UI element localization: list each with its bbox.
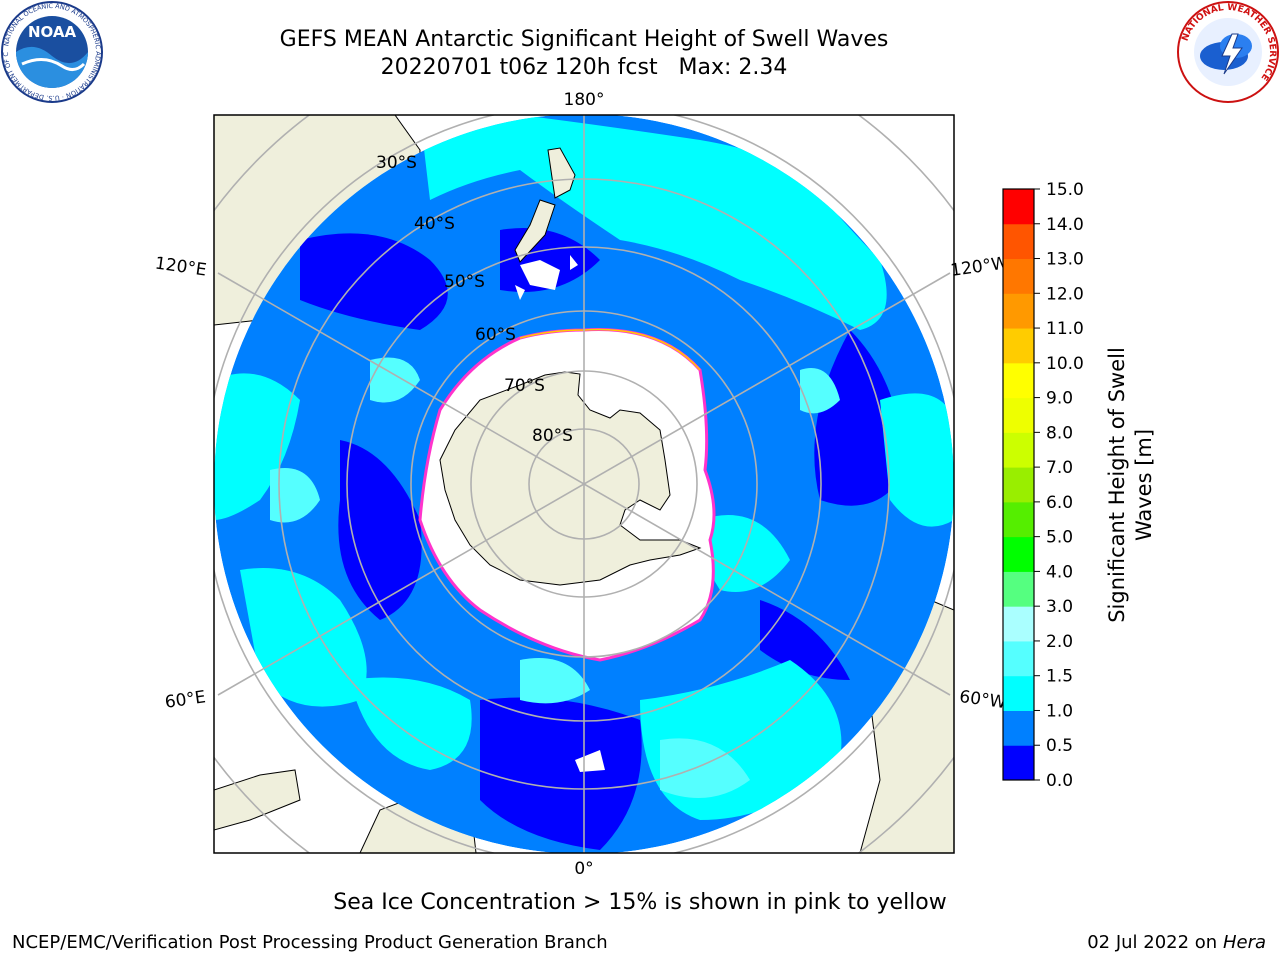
lon-label-180: 180° <box>564 90 605 110</box>
colorbar-segment <box>1003 536 1034 572</box>
colorbar-tick-label: 1.5 <box>1046 667 1073 687</box>
map-frame <box>213 114 955 854</box>
lat-label-60s: 60°S <box>475 325 516 345</box>
colorbar-segment <box>1003 571 1034 607</box>
colorbar-segment <box>1003 397 1034 433</box>
colorbar-segment <box>1003 640 1034 677</box>
colorbar-tick-label: 7.0 <box>1046 458 1073 478</box>
colorbar-segment <box>1003 362 1034 399</box>
colorbar-tick-label: 3.0 <box>1046 597 1073 617</box>
lat-label-30s: 30°S <box>376 153 417 173</box>
lat-label-80s: 80°S <box>532 426 573 446</box>
colorbar-label-line2: Waves [m] <box>1132 429 1156 541</box>
colorbar-tick-label: 8.0 <box>1046 423 1073 443</box>
noaa-logo-text: NOAA <box>28 23 77 41</box>
ice-edge-yellow <box>519 328 701 371</box>
colorbar-segment <box>1003 467 1034 503</box>
new-zealand-land <box>514 147 576 263</box>
colorbar-tick-label: 13.0 <box>1046 250 1084 270</box>
colorbar-segment <box>1003 432 1034 468</box>
colorbar-segment <box>1003 258 1034 294</box>
map-title: GEFS MEAN Antarctic Significant Height o… <box>279 27 889 52</box>
map-subtitle: 20220701 t06z 120h fcst Max: 2.34 <box>380 55 788 80</box>
colorbar-segment <box>1003 675 1034 711</box>
colorbar-segment <box>1003 606 1034 642</box>
colorbar: 0.0 0.5 1.0 1.5 2.0 3.0 4.0 5.0 6.0 7.0 8.0 9.0 10.0… <box>1003 180 1084 791</box>
colorbar-tick-label: 1.0 <box>1046 701 1073 721</box>
colorbar-tick-label: 2.0 <box>1046 632 1073 652</box>
colorbar-tick-label: 5.0 <box>1046 528 1073 548</box>
colorbar-segment <box>1003 223 1034 260</box>
colorbar-segment <box>1003 745 1034 781</box>
colorbar-tick-label: 12.0 <box>1046 284 1084 304</box>
lon-label-120w: 120°W <box>949 253 1009 281</box>
colorbar-tick-label: 0.5 <box>1046 736 1073 756</box>
colorbar-segment <box>1003 189 1034 225</box>
swell-high-patches <box>214 115 954 820</box>
lon-label-60w: 60°W <box>958 687 1007 713</box>
lon-label-60e: 60°E <box>164 687 207 712</box>
footer-date-text: 02 Jul 2022 on <box>1087 932 1223 953</box>
lat-label-50s: 50°S <box>444 272 485 292</box>
colorbar-tick-label: 6.0 <box>1046 493 1073 513</box>
footer-branch: NCEP/EMC/Verification Post Processing Pr… <box>12 932 608 953</box>
colorbar-segment <box>1003 328 1034 364</box>
footer-date: 02 Jul 2022 on Hera <box>1087 932 1266 953</box>
colorbar-tick-label: 0.0 <box>1046 771 1073 791</box>
colorbar-segment <box>1003 501 1034 538</box>
colorbar-tick-label: 14.0 <box>1046 215 1084 235</box>
swell-low-patches <box>300 228 905 850</box>
lat-label-70s: 70°S <box>504 376 545 396</box>
sea-ice-note: Sea Ice Concentration > 15% is shown in … <box>333 890 947 915</box>
africa-land <box>214 769 301 831</box>
colorbar-label-line1: Significant Height of Swell <box>1105 347 1129 623</box>
lon-label-0: 0° <box>574 859 593 879</box>
antarctica-land <box>439 371 702 586</box>
lat-label-40s: 40°S <box>414 214 455 234</box>
colorbar-tick-label: 4.0 <box>1046 562 1073 582</box>
colorbar-frame <box>1002 188 1035 781</box>
colorbar-segment <box>1003 710 1034 746</box>
colorbar-segment <box>1003 293 1034 329</box>
colorbar-tick-label: 11.0 <box>1046 319 1084 339</box>
colorbar-tick-label: 10.0 <box>1046 354 1084 374</box>
graticule <box>214 115 954 853</box>
swell-top-patches <box>270 357 840 798</box>
colorbar-tick-label: 15.0 <box>1046 180 1084 200</box>
colorbar-tick-label: 9.0 <box>1046 389 1073 409</box>
noaa-logo: NATIONAL OCEANIC AND ATMOSPHERIC ADMINIS… <box>0 0 103 103</box>
footer-host: Hera <box>1222 932 1266 953</box>
nws-logo: NATIONAL WEATHER SERVICE <box>1177 1 1279 103</box>
lon-label-120e: 120°E <box>154 254 208 281</box>
